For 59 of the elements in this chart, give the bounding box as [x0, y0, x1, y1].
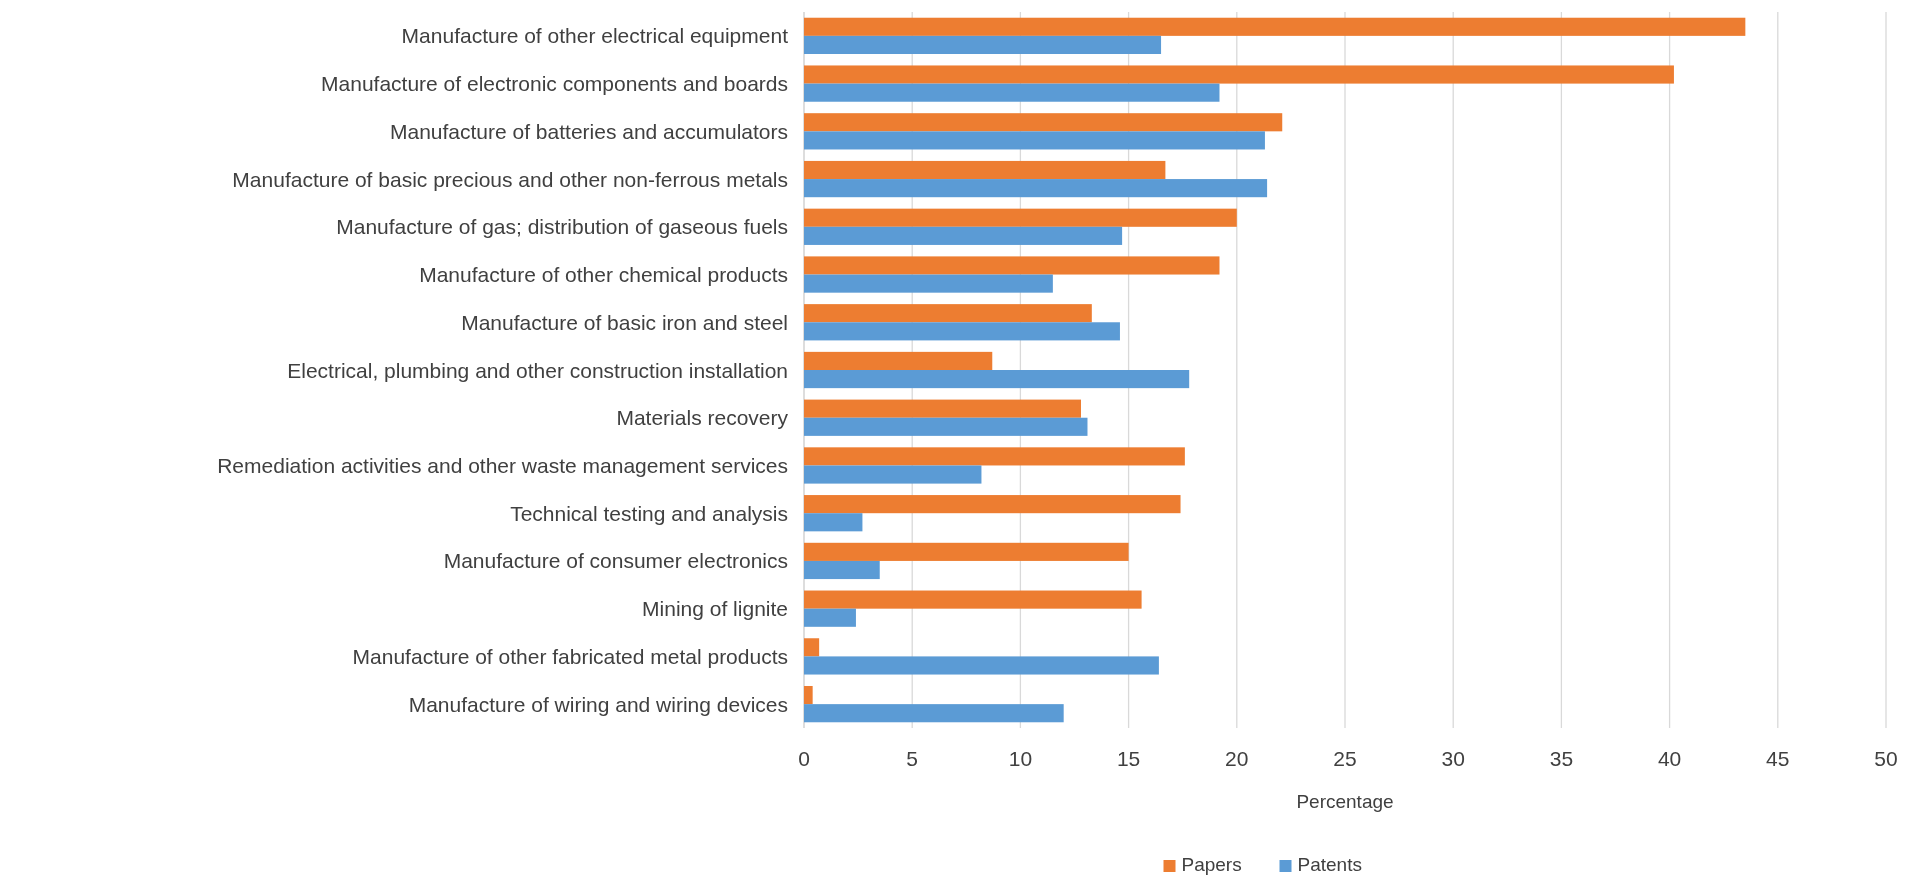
bar [804, 447, 1185, 466]
y-tick-label: Manufacture of other chemical products [419, 263, 788, 287]
y-tick-label: Manufacture of other electrical equipment [401, 24, 789, 48]
bar [804, 608, 856, 627]
bar [804, 131, 1265, 150]
bar [804, 208, 1237, 227]
y-tick-label: Materials recovery [616, 406, 789, 430]
y-tick-label: Manufacture of batteries and accumulators [389, 119, 788, 143]
y-tick-label: Manufacture of electronic components and boards [321, 72, 788, 96]
x-tick-label: 25 [1333, 747, 1357, 770]
bar [804, 686, 813, 705]
bar [804, 256, 1220, 275]
bar [804, 351, 993, 370]
x-tick-label: 5 [906, 747, 919, 770]
y-tick-label: Technical testing and analysis [510, 501, 788, 525]
y-tick-label: Manufacture of basic iron and steel [461, 310, 788, 334]
legend-label: Patents [1297, 854, 1362, 875]
y-tick-label: Remediation activities and other waste management services [217, 453, 788, 477]
x-tick-label: 35 [1549, 747, 1574, 770]
bar [804, 590, 1142, 609]
y-tick-label: Manufacture of basic precious and other non-ferrous metals [232, 167, 788, 191]
x-tick-label: 20 [1225, 747, 1249, 770]
bar [804, 113, 1283, 132]
y-tick-label: Manufacture of gas; distribution of gaseous fuels [336, 215, 788, 239]
x-tick-label: 40 [1657, 747, 1682, 770]
y-tick-label: Electrical, plumbing and other construction installation [287, 358, 788, 382]
bar [804, 179, 1268, 198]
y-tick-label: Mining of lignite [642, 597, 788, 621]
bar [804, 370, 1190, 389]
x-tick-label: 15 [1116, 747, 1141, 770]
x-tick-label: 10 [1008, 747, 1033, 770]
bar [804, 304, 1092, 323]
bar [804, 656, 1159, 675]
y-tick-label: Manufacture of consumer electronics [443, 549, 788, 573]
y-tick-label: Manufacture of other fabricated metal products [352, 644, 788, 668]
bar [804, 17, 1746, 36]
x-axis-title: Percentage [1296, 791, 1394, 812]
x-tick-label: 0 [798, 747, 810, 770]
bar [804, 322, 1120, 341]
bar [804, 399, 1081, 418]
x-tick-label: 30 [1441, 747, 1465, 770]
bar [804, 465, 982, 484]
bar [804, 83, 1220, 102]
bar [804, 560, 880, 580]
bar [804, 65, 1674, 84]
bar [804, 274, 1053, 293]
x-tick-label: 45 [1766, 747, 1790, 770]
bar [804, 638, 820, 657]
bar [804, 513, 863, 532]
bar [804, 226, 1123, 245]
bar [804, 495, 1181, 514]
legend-label: Papers [1181, 854, 1242, 875]
bar [804, 160, 1166, 180]
y-tick-label: Manufacture of wiring and wiring devices [408, 692, 788, 716]
x-tick-label: 50 [1874, 747, 1898, 770]
bar [804, 417, 1088, 436]
bar [804, 542, 1129, 561]
bar [804, 35, 1162, 55]
bar [804, 704, 1064, 723]
